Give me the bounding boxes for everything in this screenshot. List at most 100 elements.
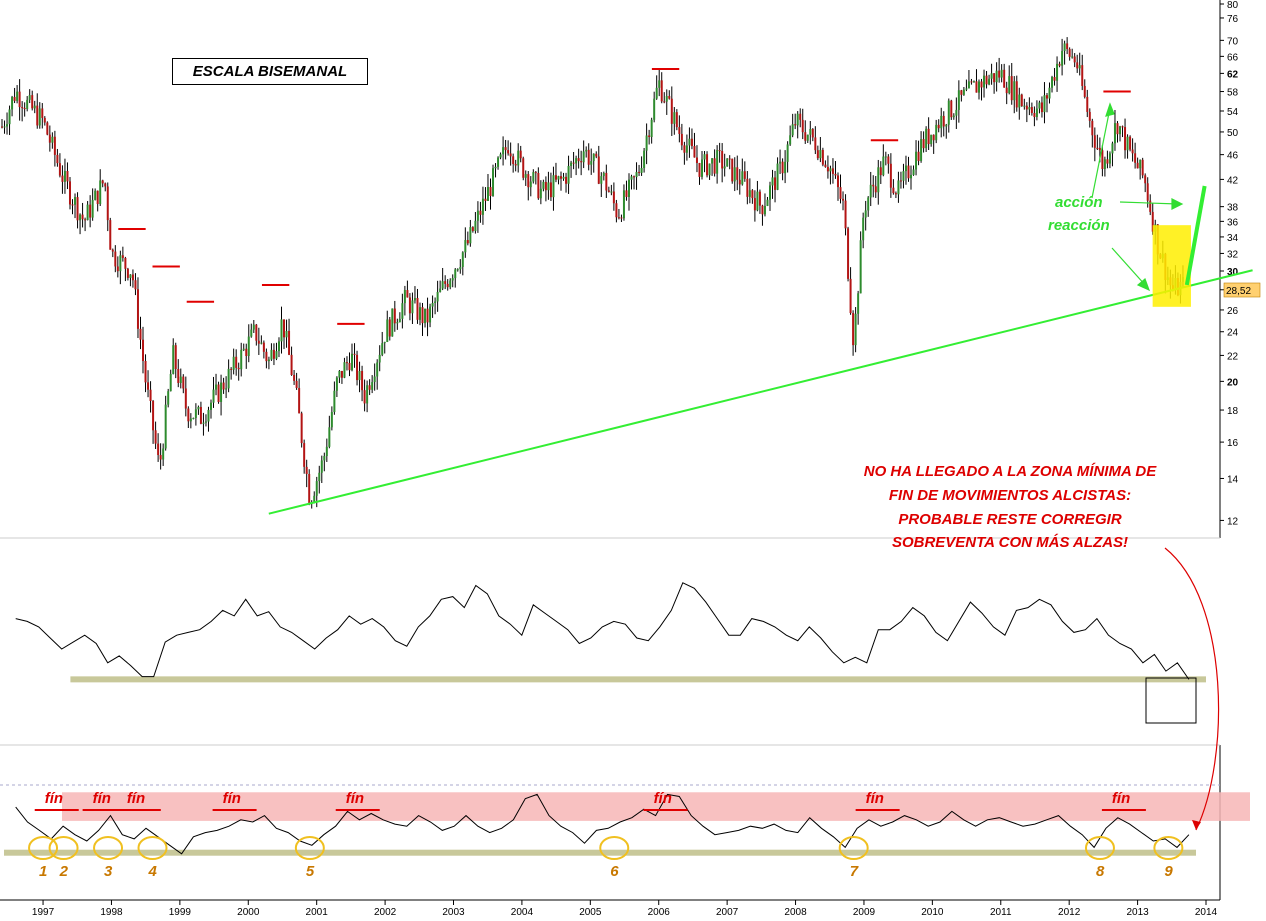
x-tick-label: 2013 [1126,907,1149,918]
y-tick-label: 30 [1227,267,1239,278]
candle-body [484,198,487,201]
candle-body [736,167,739,180]
candle-body [323,456,326,461]
candle-body [789,135,792,145]
candle-body [1015,81,1018,108]
candle-body [957,90,960,110]
candle-body [766,199,769,206]
candle-body [53,136,56,155]
candle-body [653,98,656,120]
reaction-label: reacción [1048,217,1110,234]
candle-body [1051,76,1054,88]
candle-body [189,418,192,422]
candle-body [1126,136,1129,151]
low-circle [93,836,124,860]
candle-body [774,177,777,190]
y-tick-label: 38 [1227,203,1239,214]
candle-body [393,308,396,324]
candle-body [910,174,913,179]
candle-body [1136,162,1139,169]
candle-body [917,151,920,161]
candle-body [1005,87,1008,94]
x-tick-label: 2003 [442,907,465,918]
middle-focus-box [1145,677,1197,724]
x-tick-label: 1997 [32,907,55,918]
candle-body [899,180,902,182]
candle-body [570,162,573,166]
candle-body [587,149,590,165]
candle-body [902,171,905,181]
candle-body [1020,94,1023,107]
candle-body [288,330,291,355]
candle-body [839,187,842,199]
candle-body [847,228,850,279]
candle-body [799,113,802,120]
candle-body [655,87,658,99]
y-tick-label: 24 [1227,328,1239,339]
candle-body [96,190,99,205]
low-circle [1153,836,1184,860]
x-tick-label: 2009 [853,907,876,918]
candle-body [373,376,376,383]
candle-body [63,170,66,182]
candle-body [539,188,542,199]
candle-body [403,290,406,304]
candle-body [643,150,646,169]
y-tick-label: 34 [1227,233,1239,244]
candle-body [779,161,782,164]
candle-body [852,313,855,346]
candle-body [529,181,532,188]
candle-body [285,330,288,338]
candle-body [633,176,636,178]
candle-body [821,149,824,165]
x-tick-label: 2002 [374,907,397,918]
candle-body [446,283,449,288]
candle-body [38,108,41,126]
candle-body [333,390,336,413]
candle-body [645,135,648,151]
candle-body [356,354,359,381]
candle-body [1008,76,1011,94]
candle-body [199,406,202,424]
candle-body [801,119,804,133]
candle-body [983,75,986,88]
candle-body [179,376,182,383]
candle-body [1013,81,1016,101]
projection-line [1184,185,1207,286]
candle-body [575,158,578,164]
candle-body [436,291,439,302]
candle-body [159,455,162,460]
candle-body [748,190,751,197]
y-tick-label: 26 [1227,306,1239,317]
candle-body [980,81,983,88]
candle-body [562,176,565,179]
low-number: 7 [850,863,859,880]
y-tick-label: 80 [1227,0,1239,11]
candle-body [537,172,540,199]
candle-body [330,412,333,428]
candle-body [517,150,520,166]
candle-body [1098,147,1101,151]
candle-body [751,190,754,199]
candle-body [1088,111,1091,121]
lower-oscillator-line [15,793,1190,855]
candle-body [877,167,880,193]
candle-body [620,217,623,219]
candle-body [542,181,545,189]
candle-body [711,158,714,164]
y-tick-label: 14 [1227,474,1239,485]
candle-body [1035,108,1038,118]
candle-body [1063,43,1066,51]
candle-body [358,370,361,381]
candle-body [1045,95,1048,99]
candle-body [680,133,683,146]
candle-body [147,382,150,390]
candle-body [126,268,129,278]
candle-body [434,301,437,303]
candle-body [695,157,698,163]
candle-body [781,161,784,174]
candle-body [854,313,857,346]
candle-body [706,154,709,176]
candle-body [1053,76,1056,81]
